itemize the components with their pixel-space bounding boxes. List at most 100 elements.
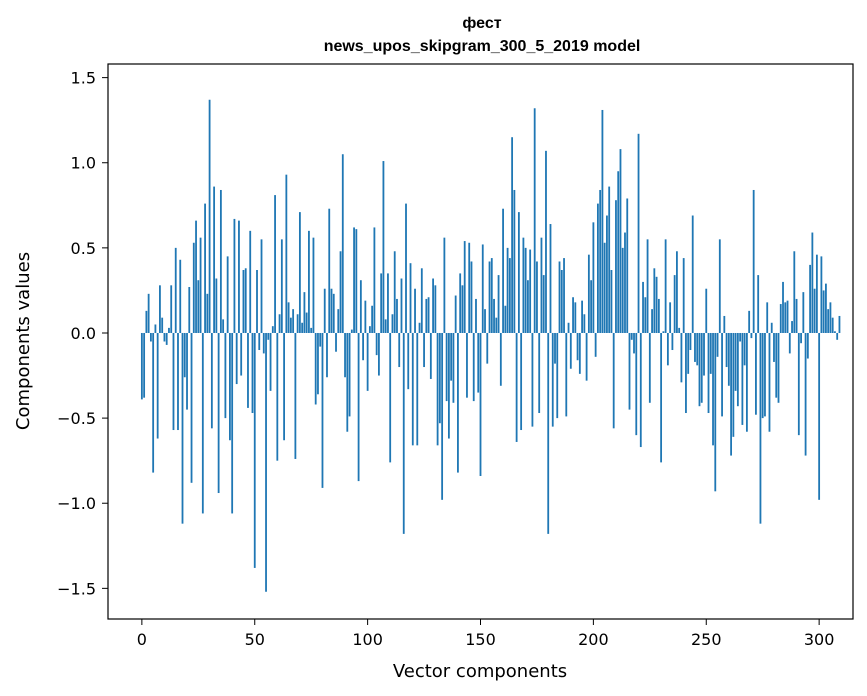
bar-component-222 <box>642 281 644 333</box>
x-axis-label: Vector components <box>393 661 567 682</box>
bar-component-227 <box>653 268 656 333</box>
bar-component-205 <box>603 242 606 333</box>
bar-component-139 <box>454 295 457 333</box>
bar-component-5 <box>152 332 155 473</box>
bar-component-283 <box>779 304 782 333</box>
bar-component-247 <box>698 332 701 407</box>
bars <box>140 99 841 592</box>
bar-component-89 <box>341 154 344 333</box>
bar-component-161 <box>504 305 507 333</box>
y-axis-label: Components values <box>13 252 34 430</box>
bar-component-274 <box>759 332 762 524</box>
bar-component-121 <box>414 288 416 333</box>
bar-component-291 <box>797 332 800 436</box>
bar-component-51 <box>256 270 258 333</box>
bar-component-242 <box>687 332 690 374</box>
bar-component-278 <box>768 332 771 432</box>
bar-component-284 <box>782 281 784 333</box>
bar-component-145 <box>468 242 471 333</box>
bar-component-237 <box>676 251 678 333</box>
bar-component-239 <box>680 332 683 383</box>
bar-component-99 <box>364 300 367 333</box>
bar-component-248 <box>700 332 703 403</box>
bar-component-270 <box>750 332 753 339</box>
bar-component-159 <box>499 332 502 386</box>
bar-component-223 <box>644 297 647 333</box>
bar-component-207 <box>608 186 611 333</box>
bar-component-14 <box>172 332 175 431</box>
bar-component-177 <box>540 237 543 333</box>
bar-component-50 <box>253 332 256 568</box>
bar-component-79 <box>319 332 322 347</box>
bar-component-20 <box>186 332 188 410</box>
bar-component-18 <box>181 332 184 524</box>
bar-component-236 <box>673 275 676 333</box>
bar-component-85 <box>332 293 335 333</box>
bar-component-95 <box>355 229 358 333</box>
bar-component-265 <box>739 332 742 342</box>
bar-component-257 <box>721 332 723 417</box>
bar-component-244 <box>691 215 694 333</box>
bar-component-166 <box>515 332 518 442</box>
bar-component-2 <box>145 310 148 333</box>
bar-component-54 <box>262 332 265 354</box>
bar-component-119 <box>409 263 412 333</box>
bar-component-37 <box>224 332 227 419</box>
bar-component-28 <box>204 203 206 333</box>
bar-component-238 <box>678 327 681 333</box>
bar-component-186 <box>560 270 563 333</box>
bar-component-171 <box>527 280 529 333</box>
bar-component-272 <box>755 332 757 415</box>
bar-component-190 <box>569 332 572 369</box>
bar-component-189 <box>567 322 570 333</box>
chart-title: фест news_upos_skipgram_300_5_2019 model <box>324 15 641 55</box>
bar-component-100 <box>366 332 369 391</box>
bar-component-260 <box>727 332 730 386</box>
bar-component-214 <box>624 232 626 333</box>
bar-component-34 <box>217 332 220 494</box>
bar-component-165 <box>513 189 516 333</box>
bar-component-143 <box>463 241 466 333</box>
bar-component-76 <box>312 237 315 333</box>
bar-component-134 <box>443 237 446 333</box>
bar-component-308 <box>836 332 839 340</box>
bar-component-271 <box>752 189 755 333</box>
bar-component-157 <box>495 317 498 333</box>
bar-component-62 <box>280 239 283 333</box>
bar-component-32 <box>213 186 216 333</box>
bar-component-71 <box>301 322 304 333</box>
bar-component-203 <box>599 189 602 333</box>
bar-component-116 <box>402 332 405 534</box>
bar-component-218 <box>633 332 635 354</box>
x-tick-label: 300 <box>804 630 835 649</box>
bar-component-90 <box>344 332 346 378</box>
bar-component-185 <box>558 261 561 333</box>
bar-component-70 <box>298 212 301 333</box>
bar-component-243 <box>689 332 692 351</box>
bar-component-117 <box>405 203 407 333</box>
bar-component-279 <box>770 322 773 333</box>
bar-component-202 <box>596 203 599 333</box>
bar-component-68 <box>294 332 297 459</box>
bar-component-155 <box>490 258 493 333</box>
bar-component-72 <box>303 292 306 333</box>
y-tick-label: 0.0 <box>71 324 96 343</box>
bar-component-266 <box>741 332 744 425</box>
bar-component-57 <box>269 332 272 391</box>
bar-component-282 <box>777 332 780 403</box>
bar-component-94 <box>353 227 355 333</box>
bar-component-49 <box>251 332 254 414</box>
bar-component-109 <box>387 273 389 333</box>
bar-component-138 <box>452 332 455 403</box>
y-tick-label: 1.5 <box>71 69 96 88</box>
bar-component-164 <box>511 137 514 333</box>
bar-component-123 <box>418 322 421 333</box>
bar-component-261 <box>730 332 732 456</box>
bar-component-115 <box>400 278 403 333</box>
bar-component-35 <box>219 189 222 333</box>
bar-component-122 <box>416 332 419 446</box>
bar-component-187 <box>563 258 565 333</box>
bar-component-172 <box>529 249 532 333</box>
bar-component-84 <box>330 288 333 333</box>
